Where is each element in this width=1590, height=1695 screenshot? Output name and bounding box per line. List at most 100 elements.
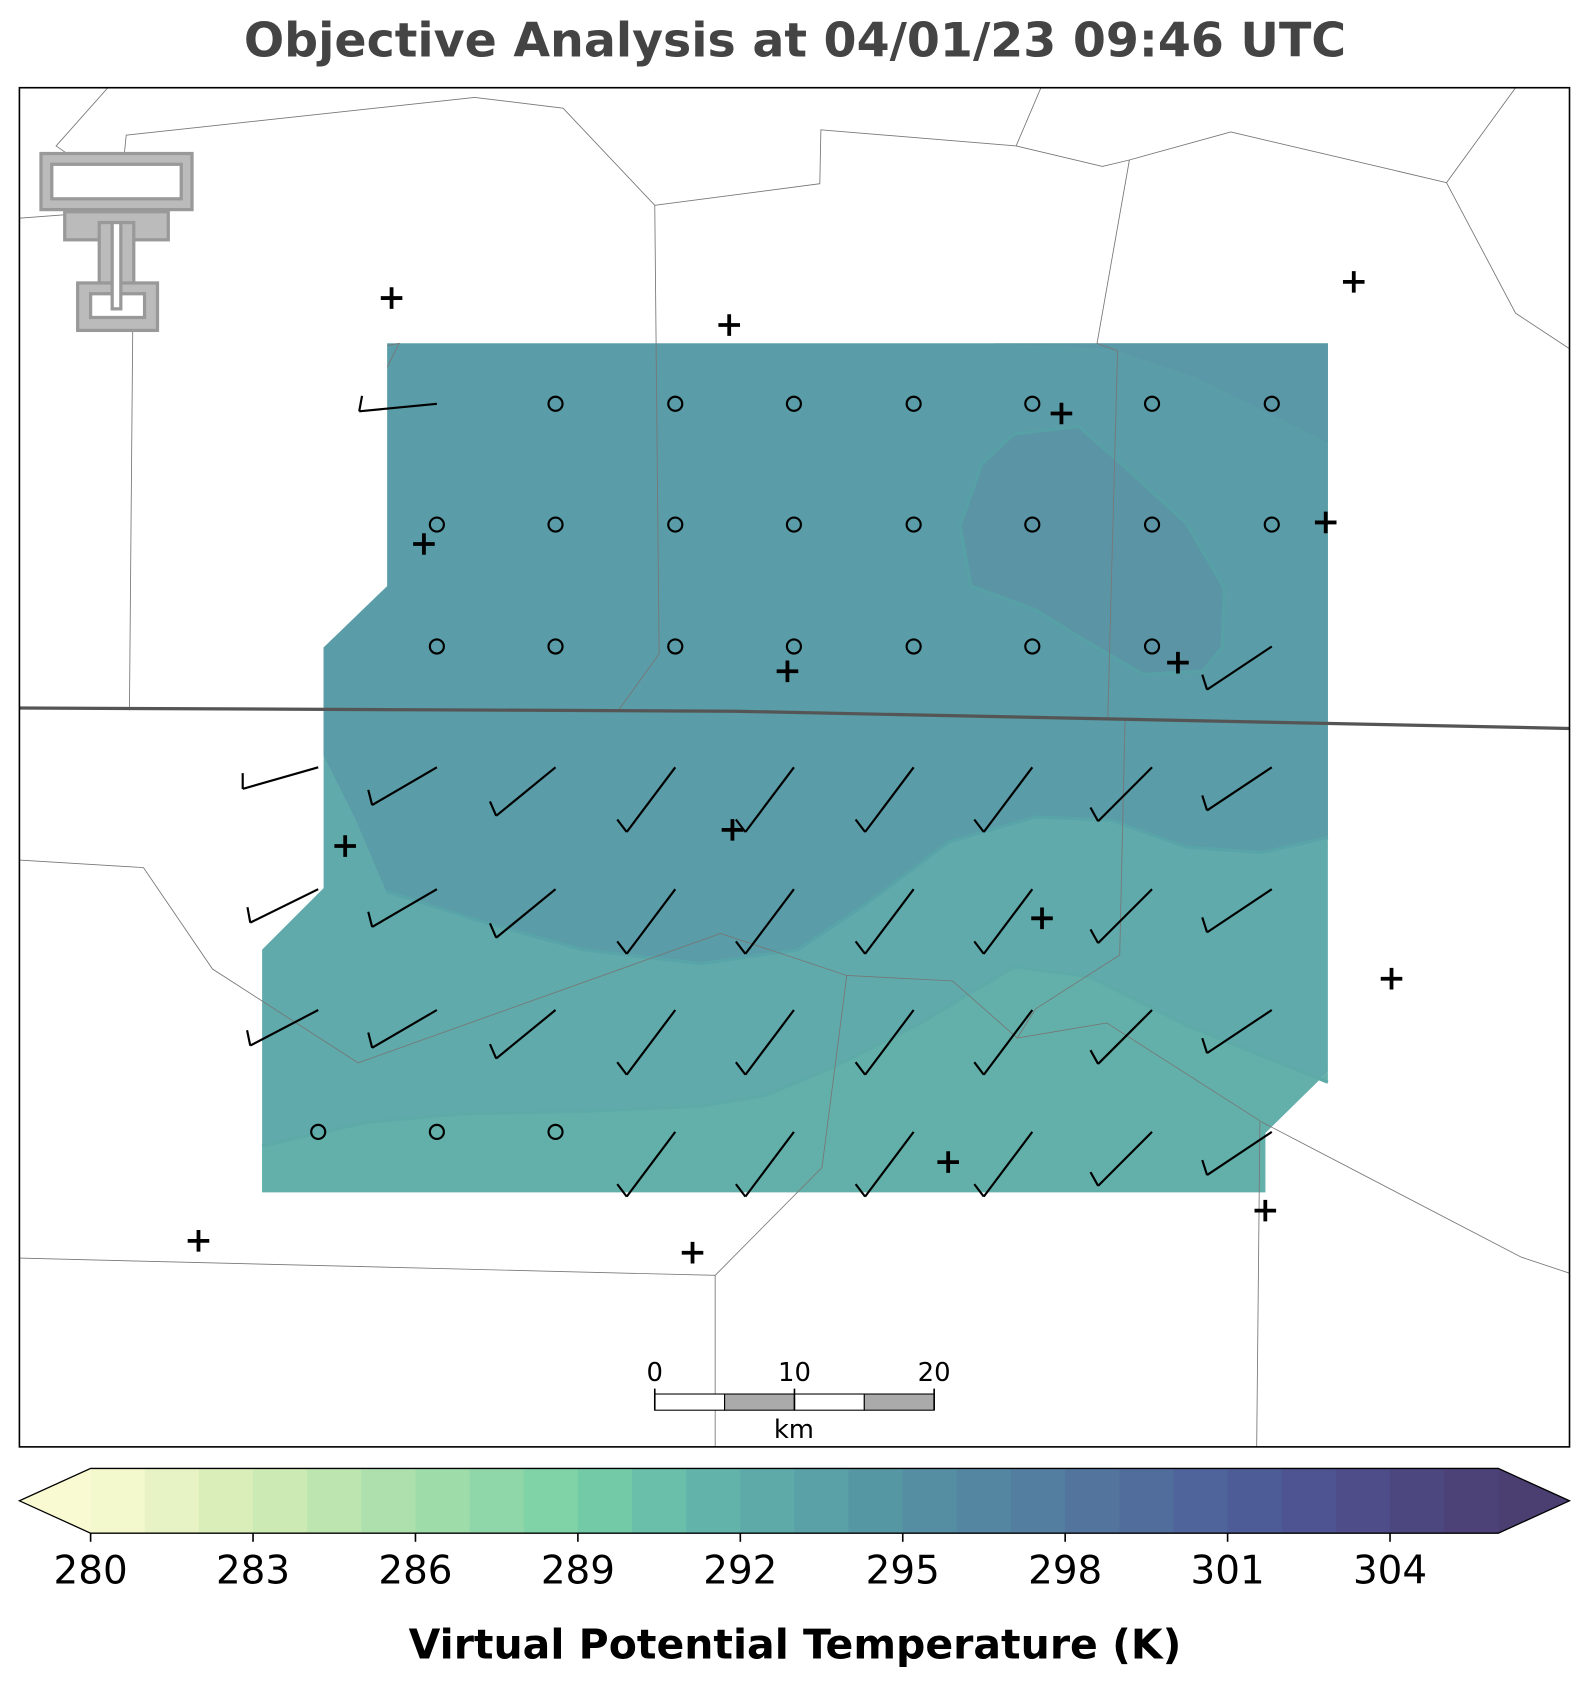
wind-barb	[1089, 766, 1153, 822]
wind-barb	[1201, 1009, 1273, 1055]
wind-barb	[367, 888, 438, 928]
colorbar-tick-label: 283	[216, 1549, 290, 1594]
calm-wind	[1143, 395, 1161, 412]
colorbar-bin	[144, 1468, 200, 1534]
wind-barb	[367, 766, 438, 806]
colorbar-bin	[1011, 1468, 1066, 1534]
colorbar-tick-label: 298	[1028, 1549, 1102, 1594]
calm-wind	[1263, 516, 1280, 533]
calm-wind	[785, 516, 803, 533]
title: Objective Analysis at 04/01/23 09:46 UTC	[244, 13, 1346, 68]
wind-barb	[973, 1009, 1034, 1076]
scale-segment	[724, 1393, 796, 1411]
colorbar-extend-high	[1498, 1468, 1570, 1534]
station-marker	[718, 314, 740, 336]
map-frame	[18, 86, 1571, 1448]
wind-barb	[488, 888, 557, 939]
scale-segment	[793, 1393, 865, 1411]
calm-wind	[667, 638, 684, 655]
colorbar-bin	[1281, 1468, 1337, 1534]
colorbar-bin	[1173, 1468, 1229, 1534]
scale-segment	[863, 1393, 935, 1411]
calm-wind	[547, 516, 564, 533]
station-marker	[937, 1151, 959, 1173]
colorbar-outline	[17, 1467, 1572, 1534]
colorbar-tick-label: 301	[1191, 1549, 1265, 1594]
station-marker	[1314, 511, 1337, 534]
logo	[39, 151, 194, 333]
calm-wind	[547, 395, 564, 412]
calm-wind	[667, 516, 684, 533]
wind-barb	[1089, 1009, 1153, 1065]
calm-wind	[905, 516, 922, 533]
scale-tick-label: 0	[647, 1358, 663, 1388]
colorbar-bin	[848, 1468, 904, 1534]
station-marker	[1342, 271, 1365, 293]
colorbar-bin	[1227, 1468, 1283, 1534]
calm-wind	[428, 638, 445, 655]
wind-barb	[367, 1009, 438, 1049]
colorbar-tick-label: 292	[703, 1549, 777, 1594]
wind-barb	[854, 766, 915, 833]
colorbar-bin	[90, 1468, 146, 1534]
calm-wind	[905, 638, 922, 655]
colorbar-bin	[523, 1468, 579, 1534]
scale-bar: km 0 10 20	[647, 1358, 951, 1445]
colorbar-bin	[1444, 1468, 1499, 1534]
colorbar-bin	[198, 1468, 254, 1534]
wind-barb	[854, 1009, 915, 1076]
colorbar-bin	[577, 1468, 633, 1534]
station-marker	[334, 835, 356, 857]
wind-barb	[358, 395, 437, 413]
station-marker	[1050, 402, 1073, 425]
wind-barb	[246, 888, 319, 924]
calm-wind	[1143, 638, 1161, 655]
colorbar-bin	[469, 1468, 525, 1534]
station-marker	[681, 1241, 704, 1264]
wind-barb	[1201, 645, 1273, 691]
wind-barb	[735, 888, 795, 955]
colorbar-bin	[1335, 1468, 1391, 1534]
wind-barb	[241, 766, 319, 790]
colorbar-bin	[740, 1468, 795, 1534]
calm-wind	[547, 1123, 564, 1140]
calm-wind	[1263, 395, 1280, 412]
station-marker	[1380, 967, 1403, 990]
colorbar-bin	[794, 1468, 850, 1534]
scale-unit: km	[774, 1415, 814, 1445]
wind-barb	[616, 766, 677, 833]
wind-barb	[616, 1009, 677, 1076]
station-marker	[380, 287, 403, 309]
colorbar-extend-low	[19, 1468, 91, 1534]
calm-wind	[1024, 516, 1041, 533]
colorbar-bin	[902, 1468, 958, 1534]
scale-segment	[654, 1393, 726, 1411]
wind-barb	[735, 1009, 795, 1076]
colorbar-bin	[1119, 1468, 1174, 1534]
colorbar: Virtual Potential Temperature (K) 280 283…	[17, 1467, 1572, 1669]
field-band-dark	[992, 343, 1328, 443]
wind-barb	[854, 1131, 915, 1198]
wind-barb	[488, 766, 557, 817]
calm-wind	[428, 516, 445, 533]
wind-barb	[973, 766, 1034, 833]
calm-wind	[1143, 516, 1161, 533]
colorbar-tick-label: 289	[541, 1549, 615, 1594]
calm-wind	[667, 395, 684, 412]
wind-barb	[488, 1009, 557, 1060]
colorbar-bin	[307, 1468, 362, 1534]
calm-wind	[428, 1123, 445, 1140]
wind-barb	[854, 888, 915, 955]
colorbar-bin	[956, 1468, 1012, 1534]
colorbar-tick-label: 304	[1353, 1549, 1427, 1594]
boundaries	[19, 87, 1570, 1447]
observations	[187, 271, 1403, 1264]
colorbar-bin	[632, 1468, 687, 1534]
colorbar-tick-label: 286	[378, 1549, 452, 1594]
scale-tick-label: 10	[778, 1358, 811, 1388]
calm-wind	[785, 395, 803, 412]
station-marker	[721, 819, 744, 841]
calm-wind	[310, 1123, 327, 1140]
